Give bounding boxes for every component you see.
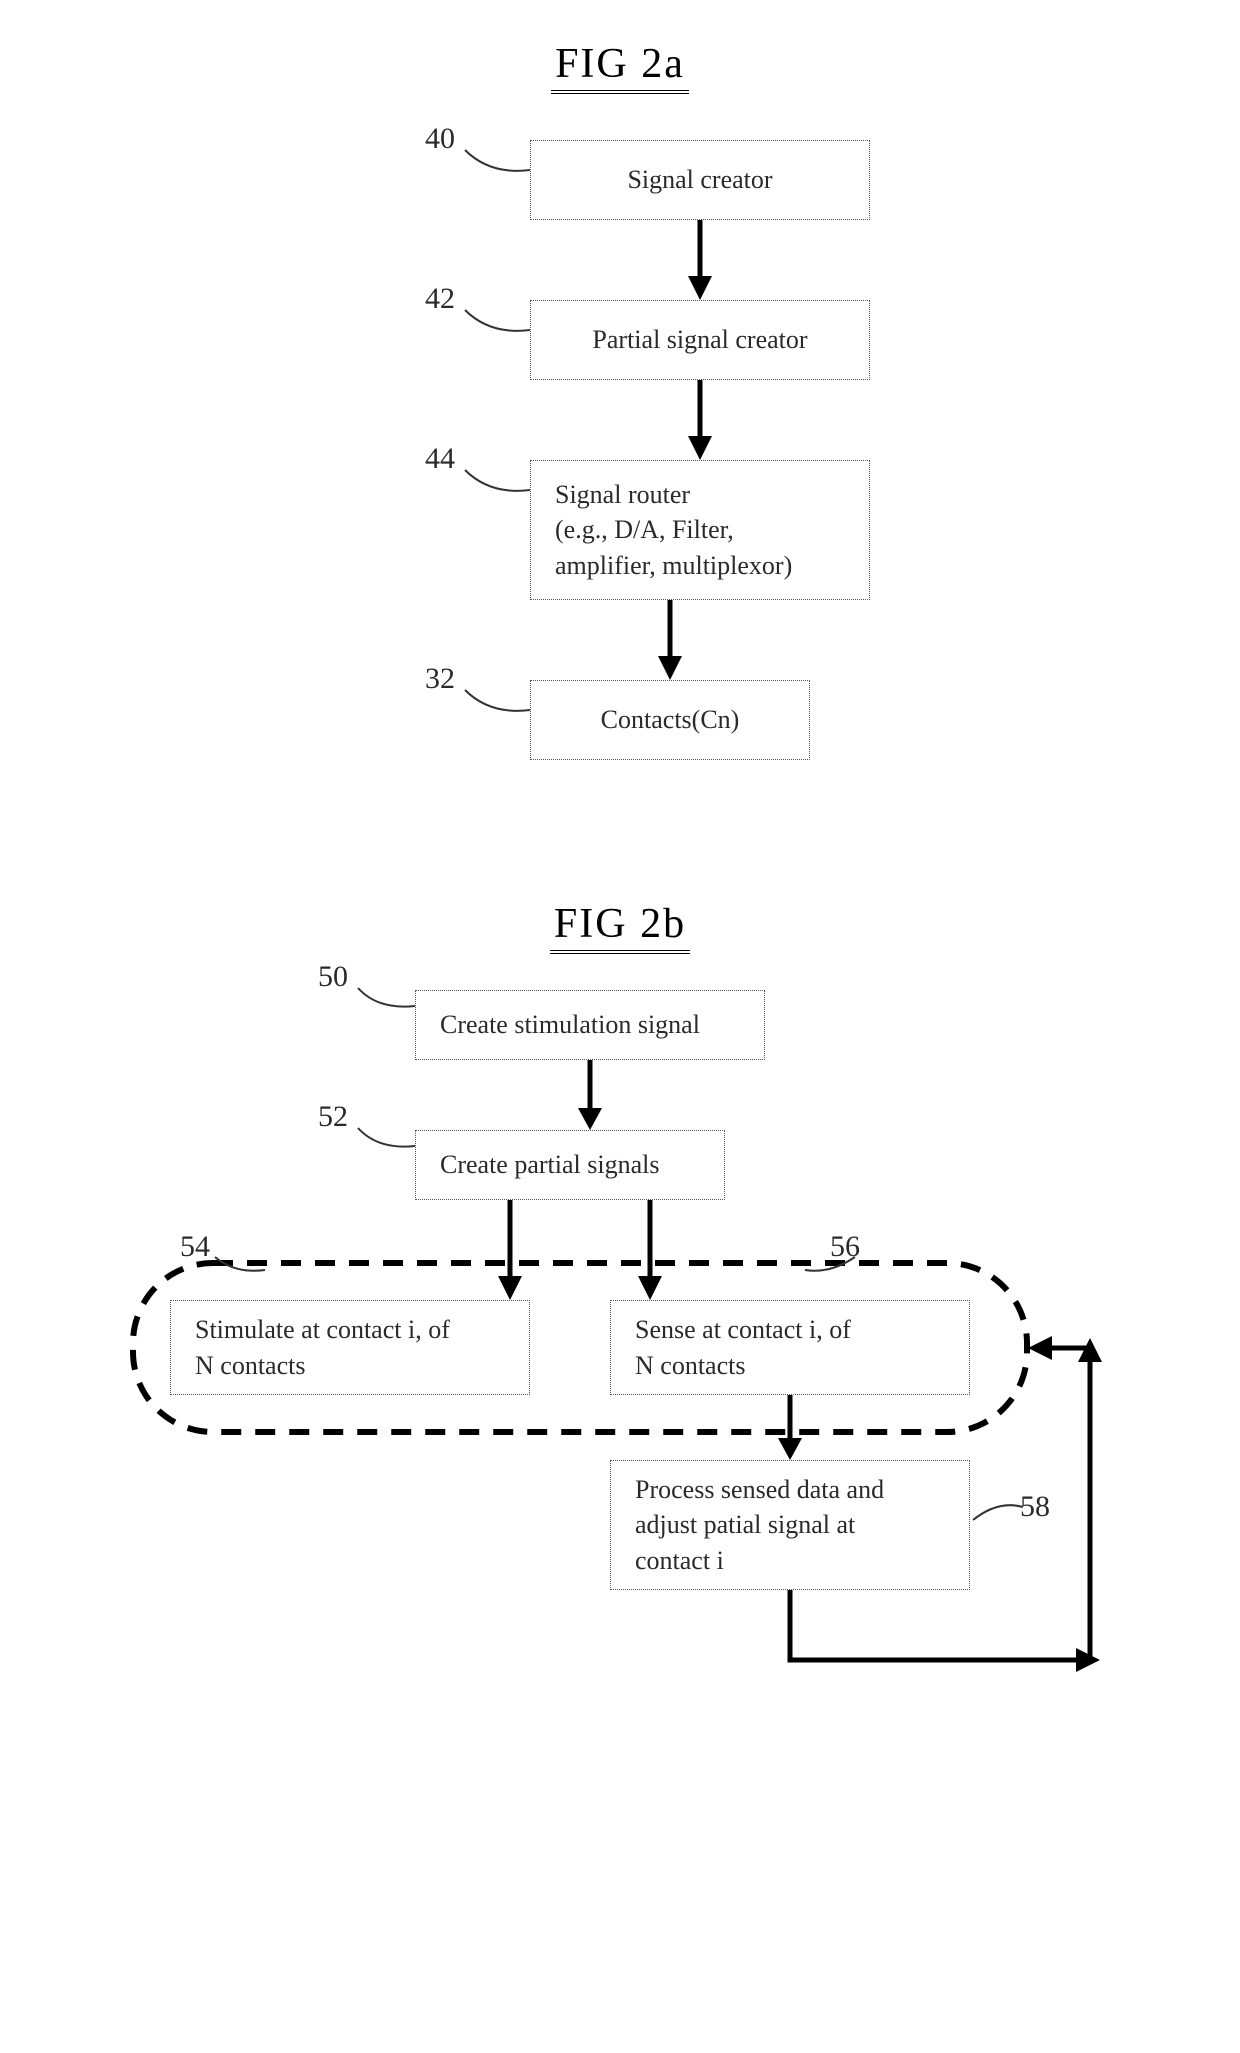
figure-2a: FIG 2a 40 42 44 32 Signal creator Partia… bbox=[170, 40, 1070, 820]
feedback-loop bbox=[70, 900, 1170, 1720]
leader-40 bbox=[460, 140, 540, 180]
leader-44 bbox=[460, 460, 540, 500]
fig2a-title-wrap: FIG 2a bbox=[170, 40, 1070, 124]
figure-2b: FIG 2b 50 52 54 56 58 Create stimulation… bbox=[70, 900, 1170, 1720]
leader-42 bbox=[460, 300, 540, 340]
arrow-44-32 bbox=[650, 600, 690, 680]
ref-44: 44 bbox=[425, 442, 455, 476]
ref-40: 40 bbox=[425, 122, 455, 156]
box-signal-router: Signal router (e.g., D/A, Filter, amplif… bbox=[530, 460, 870, 600]
box-partial-signal-creator: Partial signal creator bbox=[530, 300, 870, 380]
ref-42: 42 bbox=[425, 282, 455, 316]
ref-32: 32 bbox=[425, 662, 455, 696]
box-signal-creator: Signal creator bbox=[530, 140, 870, 220]
leader-32 bbox=[460, 680, 540, 720]
box-contacts: Contacts(Cn) bbox=[530, 680, 810, 760]
arrow-42-44 bbox=[680, 380, 720, 460]
fig2a-title: FIG 2a bbox=[551, 40, 689, 94]
arrow-40-42 bbox=[680, 220, 720, 300]
